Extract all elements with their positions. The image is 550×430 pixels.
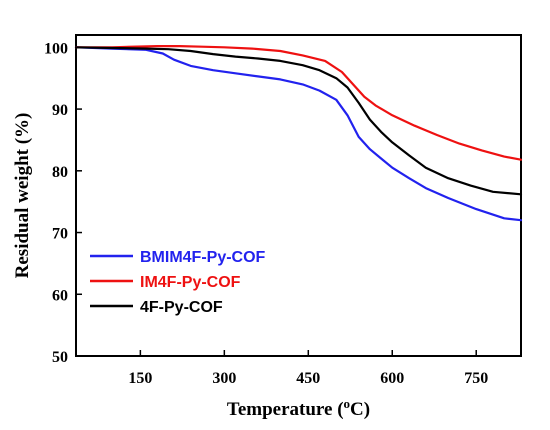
y-axis-title: Residual weight (%): [12, 113, 33, 279]
x-axis-title-text: Temperature (: [227, 399, 344, 420]
legend-label: BMIM4F-Py-COF: [140, 249, 266, 266]
y-tick-label: 60: [52, 287, 68, 304]
y-tick-label: 70: [52, 226, 68, 243]
x-axis-title-superscript: o: [344, 396, 351, 411]
y-tick-label: 80: [52, 164, 68, 181]
legend-label: 4F-Py-COF: [140, 299, 223, 316]
y-tick-label: 100: [44, 40, 68, 57]
series-line-BMIM4F-Py-COF: [74, 46, 523, 222]
x-tick-label: 150: [128, 370, 152, 387]
x-tick-label: 450: [296, 370, 320, 387]
y-tick-label: 90: [52, 102, 68, 119]
plot-border: [75, 34, 522, 357]
x-tick-label: 300: [212, 370, 236, 387]
series-layer: [74, 44, 523, 222]
series-line-IM4F-Py-COF: [74, 44, 523, 161]
x-tick-label: 750: [464, 370, 488, 387]
ticks-layer: 150 300 450 600 750 50 60 70 80 90 100: [44, 40, 488, 387]
plot-frame: [75, 34, 522, 357]
x-axis-title-tail: C): [350, 399, 370, 420]
x-axis-title: Temperature (oC): [227, 396, 370, 420]
legend: BMIM4F-Py-COF IM4F-Py-COF 4F-Py-COF: [90, 249, 266, 316]
series-line-4F-Py-COF: [74, 46, 523, 196]
legend-label: IM4F-Py-COF: [140, 274, 241, 291]
y-tick-label: 50: [52, 349, 68, 366]
x-tick-label: 600: [380, 370, 404, 387]
